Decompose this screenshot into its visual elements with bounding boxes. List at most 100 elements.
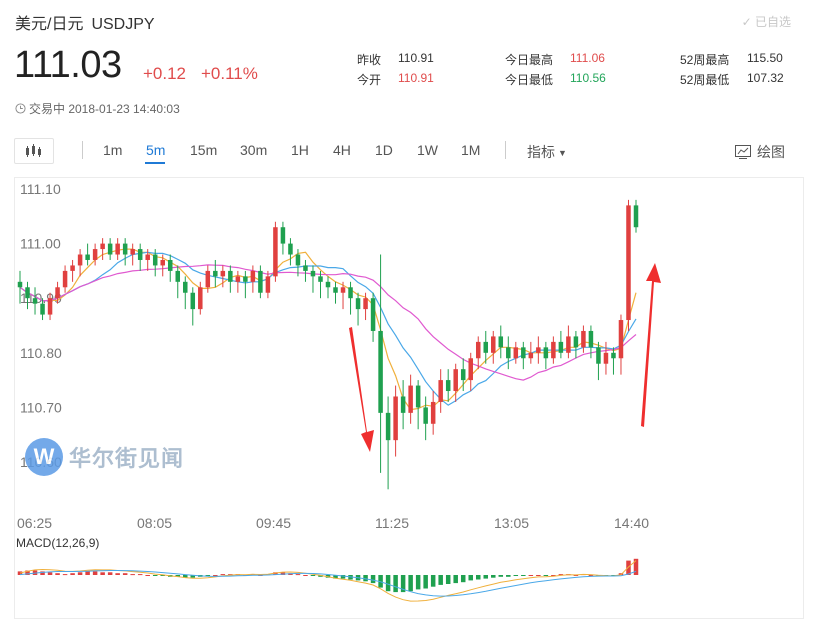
draw-button[interactable]: 绘图 (735, 142, 785, 162)
macd-bar (393, 575, 398, 593)
macd-bar (543, 575, 549, 576)
macd-bar (363, 575, 368, 582)
macd-bar (17, 571, 23, 575)
candle-body (17, 281, 23, 288)
pair-name: 美元/日元 (15, 16, 84, 33)
day-high-label: 今日最高 (505, 53, 554, 67)
tab-1mo[interactable]: 1M (461, 142, 481, 158)
candle-body (468, 358, 473, 381)
macd-bar (25, 570, 30, 575)
candle-body (536, 347, 541, 353)
candle-body (25, 287, 30, 299)
candle-body (513, 347, 519, 359)
candle-body (115, 243, 120, 255)
candle-body (77, 254, 83, 266)
y-tick-label: 110.70 (20, 399, 62, 415)
up-arrow-annotation (641, 263, 661, 427)
candle-body (190, 292, 196, 310)
macd-bar (303, 575, 308, 576)
macd-bar (213, 575, 218, 576)
pair-symbol: USDJPY (91, 16, 155, 33)
candle-body (288, 243, 293, 255)
candle-body (280, 227, 286, 244)
tab-1m[interactable]: 1m (103, 142, 123, 158)
tab-1d[interactable]: 1D (375, 142, 393, 158)
macd-bar (558, 574, 564, 576)
macd-bar (107, 572, 113, 575)
tab-15m[interactable]: 15m (190, 142, 218, 158)
macd-bar (460, 575, 466, 583)
candle-body (611, 352, 616, 359)
macd-label: MACD(12,26,9) (16, 536, 100, 550)
prev-close-label: 昨收 (357, 53, 382, 67)
candle-body (258, 270, 263, 293)
x-tick-label: 09:45 (256, 515, 291, 531)
indicator-label: 指标 (527, 144, 555, 160)
macd-bar (152, 575, 158, 576)
candle-body (453, 369, 458, 392)
macd-bar (183, 575, 188, 578)
chart-type-button[interactable] (14, 138, 54, 164)
macd-bar (370, 575, 376, 584)
tab-5m[interactable]: 5m (146, 142, 166, 158)
macd-bar (333, 575, 338, 579)
macd-bar (62, 574, 68, 576)
candle-body (438, 380, 443, 402)
chart-panel[interactable] (14, 177, 804, 619)
candle-body (573, 336, 579, 348)
candle-body (445, 380, 451, 392)
indicator-dropdown[interactable]: 指标 ▼ (527, 142, 567, 162)
candle-body (183, 281, 188, 293)
macd-bar (55, 573, 60, 575)
x-tick-label: 11:25 (375, 515, 409, 531)
candle-body (235, 276, 241, 282)
macd-bar (77, 572, 83, 575)
candle-body (551, 341, 556, 359)
candle-body (475, 341, 481, 359)
ma-mid-line (19, 251, 637, 406)
macd-bar (122, 573, 128, 575)
watermark-text: 华尔街见闻 (69, 446, 185, 471)
macd-bar (70, 573, 75, 575)
tab-30m[interactable]: 30m (240, 142, 268, 158)
candle-body (385, 412, 391, 441)
toolbar-divider-2 (505, 141, 506, 159)
macd-bar (115, 573, 120, 575)
candle-body (265, 276, 271, 293)
candle-body (626, 205, 631, 321)
candle-body (152, 254, 158, 266)
candle-body (408, 385, 413, 413)
candle-body (415, 385, 421, 408)
candle-body (62, 270, 68, 288)
status-text: 交易中 2018-01-23 14:40:03 (29, 102, 180, 116)
macd-bar (445, 575, 451, 584)
macd-bar (100, 572, 105, 575)
day-low-label: 今日最低 (505, 73, 554, 87)
candle-body (333, 287, 338, 293)
candle-body (491, 336, 496, 353)
candle-body (145, 254, 150, 260)
macd-bar (295, 574, 301, 576)
macd-bar (385, 575, 391, 592)
candle-body (303, 265, 308, 271)
tab-4h[interactable]: 4H (333, 142, 351, 158)
macd-bar (551, 575, 556, 576)
candle-body (596, 347, 601, 364)
candle-body (243, 276, 248, 282)
candle-body (506, 347, 511, 359)
candle-body (558, 341, 564, 353)
macd-bar (92, 571, 98, 575)
watchlist-toggle[interactable]: ✓ 已自选 (741, 15, 791, 29)
candle-body (423, 407, 428, 424)
candle-body (566, 336, 571, 353)
macd-bar (415, 575, 421, 590)
candle-body (528, 352, 534, 359)
tab-1h[interactable]: 1H (291, 142, 309, 158)
ma-long-line (19, 264, 637, 381)
drawing-icon (735, 145, 751, 159)
candle-body (318, 276, 323, 282)
tab-1w[interactable]: 1W (417, 142, 438, 158)
macd-bar (175, 575, 181, 577)
price-change-pct: +0.11% (201, 64, 258, 83)
candle-body (581, 330, 586, 348)
